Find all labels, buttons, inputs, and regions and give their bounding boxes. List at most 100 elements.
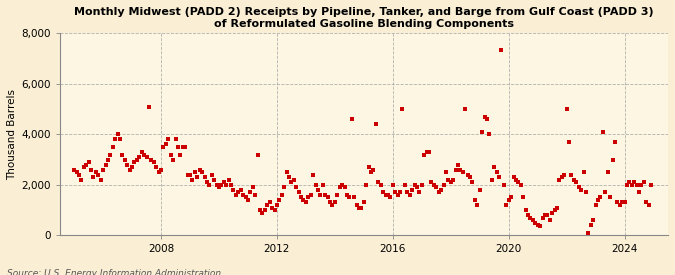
Point (284, 175, 294, 180)
Point (436, 188, 447, 192)
Point (315, 193, 326, 197)
Point (612, 200, 623, 205)
Point (139, 152, 150, 157)
Point (298, 198, 309, 202)
Point (475, 188, 485, 192)
Point (409, 183, 420, 187)
Point (583, 230, 594, 235)
Point (74, 172, 84, 177)
Point (356, 205, 367, 210)
Point (351, 203, 362, 207)
Point (192, 175, 202, 180)
Point (144, 104, 155, 109)
Y-axis label: Thousand Barrels: Thousand Barrels (7, 89, 17, 180)
Point (641, 200, 652, 205)
Point (412, 185, 423, 189)
Point (578, 170, 589, 174)
Point (107, 145, 118, 149)
Point (146, 157, 157, 162)
Point (498, 183, 509, 187)
Point (173, 145, 184, 149)
Point (153, 170, 164, 174)
Point (438, 183, 449, 187)
Point (542, 213, 553, 217)
Point (487, 178, 497, 182)
Point (605, 195, 616, 200)
Point (199, 175, 210, 180)
Point (510, 178, 521, 182)
Point (225, 183, 236, 187)
Point (513, 180, 524, 185)
Point (595, 195, 606, 200)
Point (269, 208, 280, 212)
Point (556, 175, 567, 180)
Point (259, 208, 270, 212)
Point (622, 183, 632, 187)
Point (522, 213, 533, 217)
Point (489, 165, 500, 169)
Point (182, 172, 193, 177)
Point (424, 150, 435, 154)
Point (443, 178, 454, 182)
Point (566, 172, 577, 177)
Point (593, 198, 603, 202)
Point (127, 165, 138, 169)
Point (588, 218, 599, 222)
Point (631, 183, 642, 187)
Point (636, 183, 647, 187)
Point (385, 195, 396, 200)
Point (549, 208, 560, 212)
Point (322, 195, 333, 200)
Point (119, 157, 130, 162)
Point (626, 183, 637, 187)
Point (132, 157, 142, 162)
Point (230, 193, 241, 197)
Point (421, 150, 432, 154)
Point (383, 193, 394, 197)
Point (305, 193, 316, 197)
Point (467, 180, 478, 185)
Point (600, 190, 611, 195)
Point (491, 170, 502, 174)
Point (414, 190, 425, 195)
Point (484, 132, 495, 137)
Point (122, 163, 132, 167)
Point (228, 188, 239, 192)
Point (378, 190, 389, 195)
Point (291, 185, 302, 189)
Point (262, 203, 273, 207)
Point (525, 215, 536, 220)
Point (426, 180, 437, 185)
Point (69, 167, 80, 172)
Point (407, 188, 418, 192)
Point (629, 180, 640, 185)
Point (196, 170, 207, 174)
Point (610, 140, 620, 144)
Point (185, 172, 196, 177)
Point (320, 193, 331, 197)
Point (190, 170, 200, 174)
Point (279, 185, 290, 189)
Point (504, 198, 514, 202)
Point (450, 167, 461, 172)
Point (81, 163, 92, 167)
Point (387, 183, 398, 187)
Point (238, 193, 248, 197)
Point (342, 193, 352, 197)
Point (354, 205, 364, 210)
Point (634, 190, 645, 195)
Point (520, 208, 531, 212)
Point (527, 218, 538, 222)
Point (332, 193, 343, 197)
Point (156, 167, 167, 172)
Point (619, 200, 630, 205)
Point (607, 157, 618, 162)
Point (639, 180, 649, 185)
Point (518, 195, 529, 200)
Point (300, 200, 311, 205)
Point (308, 172, 319, 177)
Point (561, 107, 572, 111)
Title: Monthly Midwest (PADD 2) Receipts by Pipeline, Tanker, and Barge from Gulf Coast: Monthly Midwest (PADD 2) Receipts by Pip… (74, 7, 653, 29)
Point (105, 152, 115, 157)
Point (551, 205, 562, 210)
